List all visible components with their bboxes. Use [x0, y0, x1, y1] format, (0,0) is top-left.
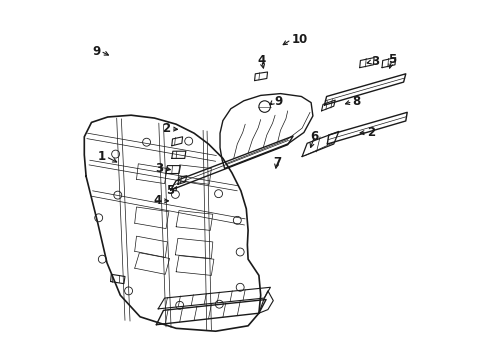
Text: 9: 9: [92, 45, 101, 58]
Text: 5: 5: [166, 184, 174, 197]
Text: 7: 7: [272, 156, 281, 169]
Text: 6: 6: [310, 130, 318, 143]
Text: 5: 5: [387, 53, 395, 66]
Text: 9: 9: [273, 95, 282, 108]
Text: 4: 4: [153, 194, 162, 207]
Text: 10: 10: [291, 33, 307, 46]
Text: 4: 4: [257, 54, 265, 67]
Text: 3: 3: [370, 55, 379, 68]
Text: 8: 8: [352, 95, 360, 108]
Text: 2: 2: [162, 122, 170, 135]
Text: 2: 2: [366, 126, 374, 139]
Text: 3: 3: [155, 162, 163, 175]
Text: 1: 1: [98, 150, 106, 163]
